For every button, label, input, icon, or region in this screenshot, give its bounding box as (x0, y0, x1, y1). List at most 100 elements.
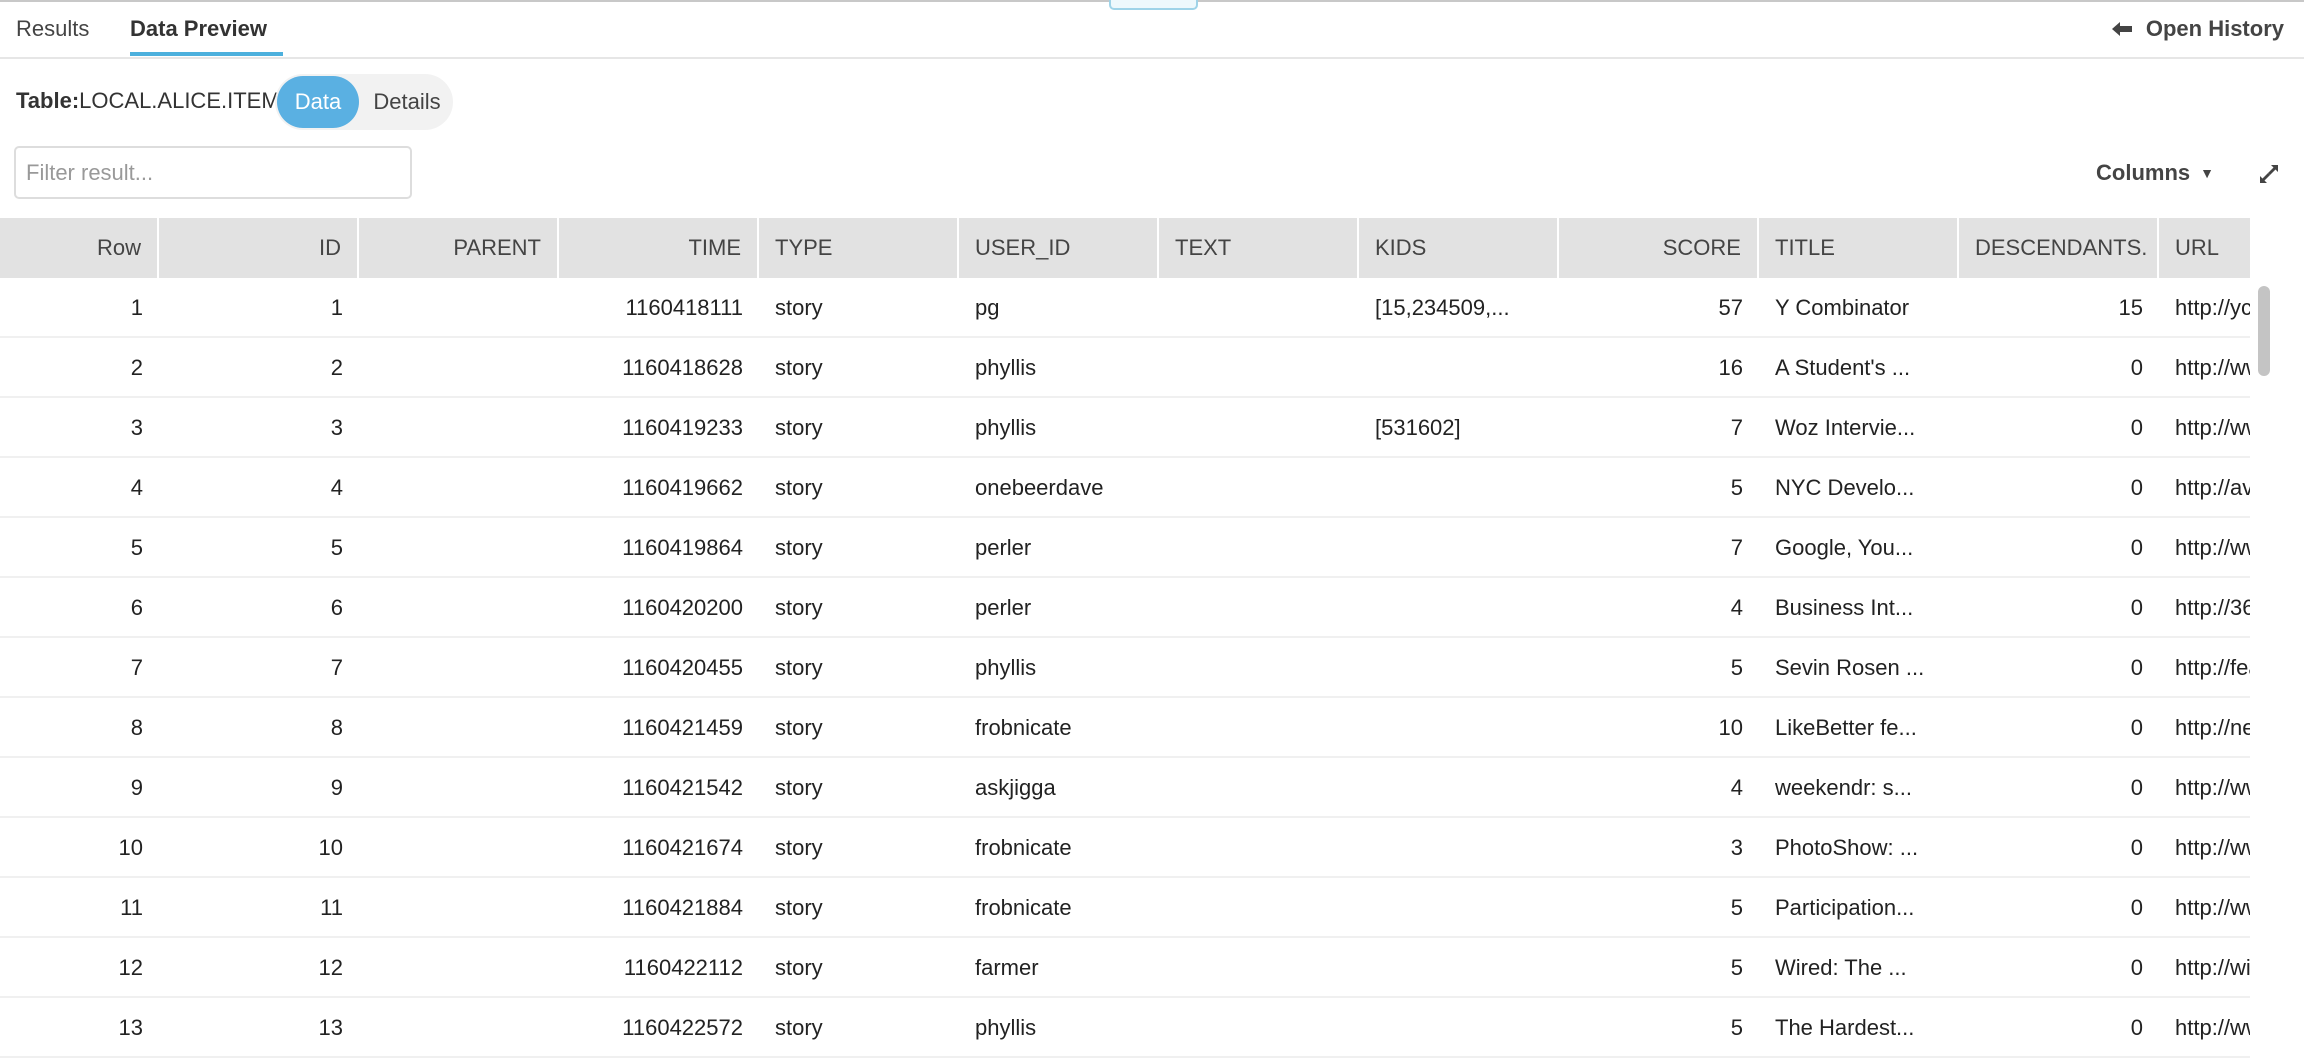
cell-parent[interactable] (359, 878, 559, 936)
filter-input[interactable] (14, 146, 412, 199)
cell-time[interactable]: 1160419864 (622, 535, 743, 560)
cell-url[interactable]: http://ww (2175, 355, 2250, 380)
cell-row[interactable]: 10 (118, 835, 143, 860)
cell-url[interactable]: http://new (2175, 715, 2250, 740)
cell-time[interactable]: 1160422572 (622, 1015, 743, 1040)
toggle-data[interactable]: Data (277, 76, 359, 128)
cell-time[interactable]: 1160421459 (622, 715, 743, 740)
cell-time[interactable]: 1160422112 (623, 955, 743, 980)
cell-id[interactable]: 1 (330, 295, 343, 320)
cell-kids[interactable] (1359, 998, 1559, 1056)
cell-kids[interactable] (1359, 878, 1559, 936)
table-row[interactable]: 8 8 1160421459 story frobnicate 10 LikeBetter … (0, 698, 2250, 758)
cell-descendants[interactable]: 0 (2130, 535, 2143, 560)
cell-url[interactable]: http://yco (2175, 295, 2250, 320)
column-header-row[interactable]: Row (0, 218, 159, 278)
panel-resize-handle[interactable] (1109, 0, 1198, 10)
cell-title[interactable]: Google, You... (1775, 535, 1914, 560)
cell-user-id[interactable]: phyllis (975, 415, 1037, 440)
table-row[interactable]: 6 6 1160420200 story perler 4 Business Int... 0… (0, 578, 2250, 638)
cell-text[interactable] (1159, 758, 1359, 816)
cell-type[interactable]: story (775, 535, 823, 560)
column-header-title[interactable]: TITLE (1759, 218, 1959, 278)
column-header-text[interactable]: TEXT (1159, 218, 1359, 278)
cell-title[interactable]: Wired: The ... (1775, 955, 1907, 980)
cell-row[interactable]: 2 (130, 355, 143, 380)
cell-parent[interactable] (359, 998, 559, 1056)
cell-url[interactable]: http://ww (2175, 835, 2250, 860)
cell-kids[interactable]: [15,234509,... (1375, 295, 1510, 320)
cell-row[interactable]: 12 (118, 955, 143, 980)
cell-type[interactable]: story (775, 355, 823, 380)
table-row[interactable]: 12 12 1160422112 story farmer 5 Wired: The ...… (0, 938, 2250, 998)
cell-user-id[interactable]: phyllis (975, 355, 1037, 380)
cell-user-id[interactable]: frobnicate (975, 835, 1072, 860)
table-row[interactable]: 3 3 1160419233 story phyllis [531602] 7 Woz Int… (0, 398, 2250, 458)
cell-text[interactable] (1159, 878, 1359, 936)
cell-time[interactable]: 1160420455 (622, 655, 743, 680)
cell-time[interactable]: 1160421884 (622, 895, 743, 920)
cell-text[interactable] (1159, 278, 1359, 336)
cell-row[interactable]: 11 (120, 895, 143, 920)
cell-parent[interactable] (359, 338, 559, 396)
cell-id[interactable]: 4 (330, 475, 343, 500)
cell-id[interactable]: 5 (330, 535, 343, 560)
toggle-details[interactable]: Details (373, 89, 441, 114)
cell-row[interactable]: 4 (130, 475, 143, 500)
expand-icon[interactable] (2258, 163, 2280, 185)
cell-parent[interactable] (359, 458, 559, 516)
column-header-id[interactable]: ID (159, 218, 359, 278)
cell-text[interactable] (1159, 398, 1359, 456)
cell-title[interactable]: NYC Develo... (1775, 475, 1915, 500)
table-row[interactable]: 11 11 1160421884 story frobnicate 5 Participat… (0, 878, 2250, 938)
table-row[interactable]: 1 1 1160418111 story pg [15,234509,... 57 Y Com… (0, 278, 2250, 338)
cell-parent[interactable] (359, 578, 559, 636)
cell-score[interactable]: 10 (1718, 715, 1743, 740)
cell-user-id[interactable]: pg (975, 295, 1000, 320)
cell-url[interactable]: http://wir (2175, 955, 2250, 980)
column-header-kids[interactable]: KIDS (1359, 218, 1559, 278)
cell-kids[interactable] (1359, 758, 1559, 816)
cell-row[interactable]: 5 (130, 535, 143, 560)
cell-row[interactable]: 3 (130, 415, 143, 440)
cell-text[interactable] (1159, 938, 1359, 996)
cell-row[interactable]: 13 (118, 1015, 143, 1040)
cell-kids[interactable] (1359, 938, 1559, 996)
cell-id[interactable]: 13 (318, 1015, 343, 1040)
cell-parent[interactable] (359, 638, 559, 696)
cell-text[interactable] (1159, 818, 1359, 876)
column-header-time[interactable]: TIME (559, 218, 759, 278)
cell-score[interactable]: 16 (1718, 355, 1743, 380)
table-row[interactable]: 7 7 1160420455 story phyllis 5 Sevin Rosen ...… (0, 638, 2250, 698)
cell-kids[interactable] (1359, 458, 1559, 516)
table-row[interactable]: 13 13 1160422572 story phyllis 5 The Hardest..… (0, 998, 2250, 1058)
cell-title[interactable]: A Student's ... (1775, 355, 1911, 380)
cell-score[interactable]: 3 (1730, 835, 1743, 860)
cell-text[interactable] (1159, 518, 1359, 576)
cell-user-id[interactable]: phyllis (975, 1015, 1037, 1040)
table-row[interactable]: 5 5 1160419864 story perler 7 Google, You... 0 h… (0, 518, 2250, 578)
cell-descendants[interactable]: 0 (2130, 355, 2143, 380)
cell-descendants[interactable]: 0 (2130, 895, 2143, 920)
column-header-score[interactable]: SCORE (1559, 218, 1759, 278)
cell-url[interactable]: http://fea (2175, 655, 2250, 680)
cell-user-id[interactable]: perler (975, 535, 1032, 560)
cell-kids[interactable] (1359, 818, 1559, 876)
tab-data-preview[interactable]: Data Preview (130, 16, 267, 41)
cell-score[interactable]: 7 (1730, 535, 1743, 560)
cell-score[interactable]: 57 (1718, 295, 1743, 320)
cell-time[interactable]: 1160419662 (622, 475, 743, 500)
tab-results[interactable]: Results (16, 16, 90, 41)
cell-url[interactable]: http://ww (2175, 895, 2250, 920)
cell-descendants[interactable]: 0 (2130, 415, 2143, 440)
cell-time[interactable]: 1160421674 (622, 835, 743, 860)
cell-type[interactable]: story (775, 295, 823, 320)
cell-row[interactable]: 6 (130, 595, 143, 620)
cell-descendants[interactable]: 0 (2130, 775, 2143, 800)
cell-url[interactable]: http://ww (2175, 535, 2250, 560)
cell-user-id[interactable]: onebeerdave (975, 475, 1104, 500)
cell-user-id[interactable]: perler (975, 595, 1032, 620)
cell-descendants[interactable]: 0 (2130, 1015, 2143, 1040)
cell-score[interactable]: 7 (1730, 415, 1743, 440)
cell-type[interactable]: story (775, 655, 823, 680)
